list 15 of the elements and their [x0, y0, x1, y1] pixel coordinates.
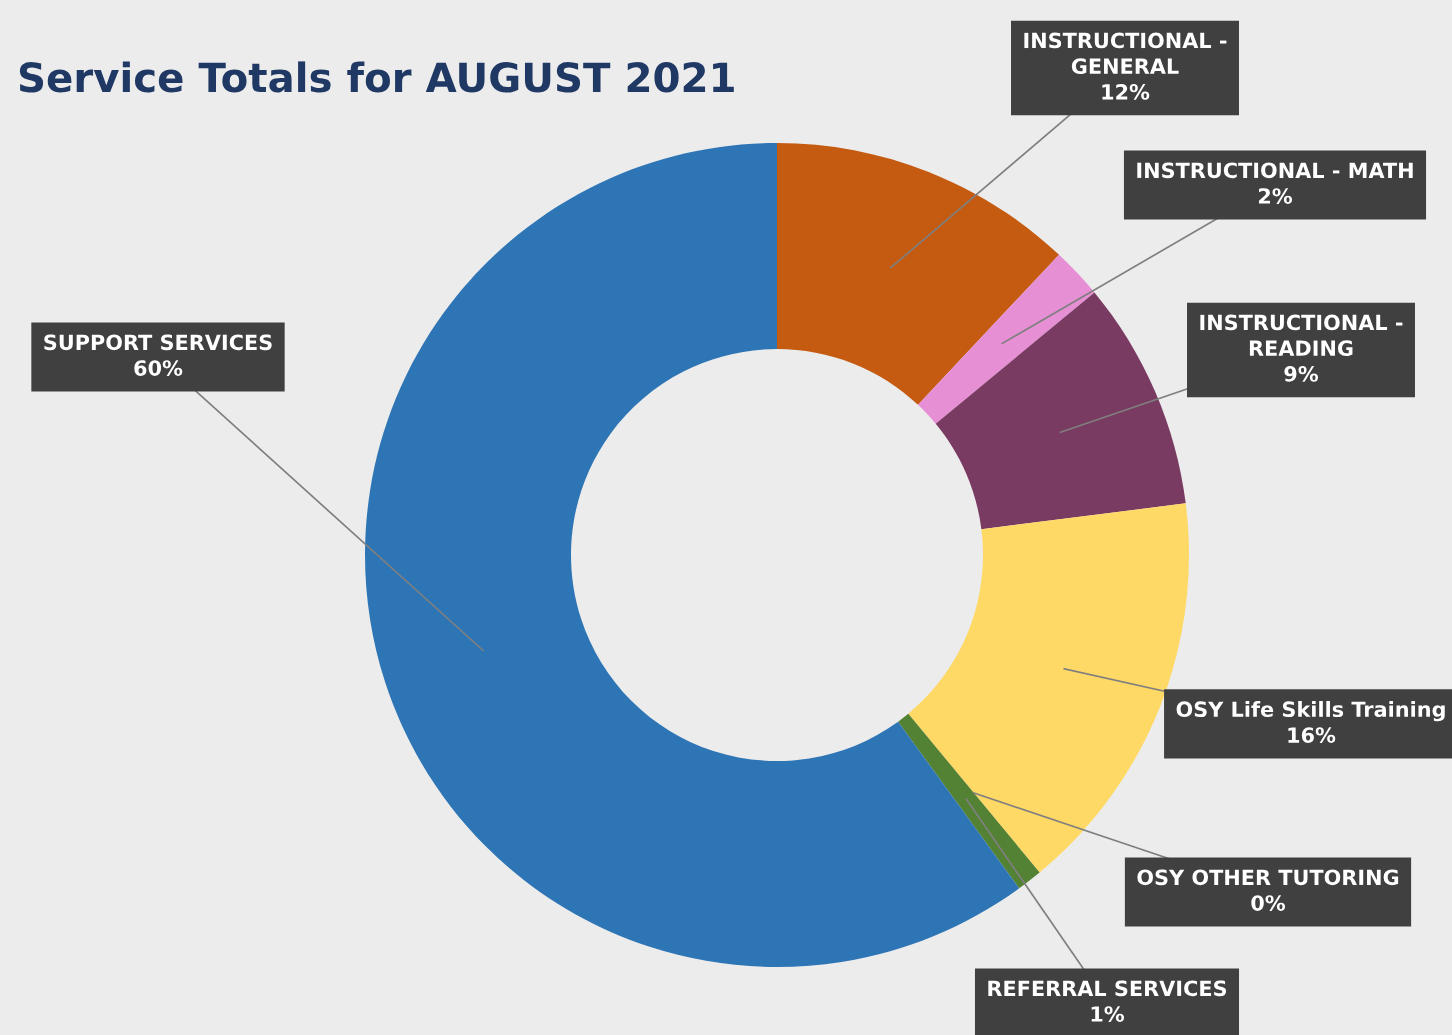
data-label: 16%: [1288, 727, 1336, 743]
slice-label: INSTRUCTIONAL - MATH: [1137, 162, 1413, 179]
slice-label: SUPPORT SERVICES: [44, 334, 272, 351]
data-label: 2%: [1258, 188, 1293, 204]
slice-label: OSY Life Skills Training: [1176, 700, 1445, 722]
data-label: 9%: [1284, 365, 1319, 382]
slice-label: REFERRAL SERVICES: [988, 980, 1227, 997]
category-label: OSY OTHER TUTORING: [1137, 869, 1399, 886]
data-label: 60%: [134, 360, 183, 376]
slice-label: INSTRUCTIONAL - READING: [1200, 314, 1403, 357]
text: Service Totals for AUGUST 2021: [19, 61, 734, 93]
slice-label: INSTRUCTIONAL - GENERAL: [1024, 32, 1227, 75]
text: 0%: [1251, 895, 1286, 911]
data-label: 12%: [1102, 83, 1150, 100]
data-label: 1%: [1091, 1006, 1125, 1022]
